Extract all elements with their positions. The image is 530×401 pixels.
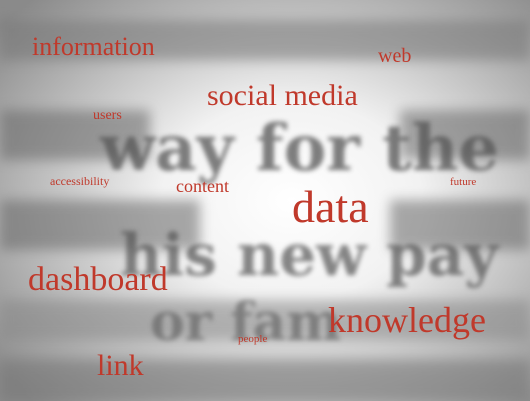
word: future: [450, 176, 476, 188]
word: content: [176, 176, 229, 196]
word: accessibility: [50, 174, 109, 188]
word: knowledge: [328, 300, 486, 340]
word: dashboard: [28, 261, 168, 298]
word: data: [292, 181, 369, 232]
word: people: [238, 333, 267, 345]
word: social media: [207, 79, 358, 112]
zoom-streaks: [0, 20, 530, 401]
word: web: [378, 45, 411, 67]
word: users: [93, 108, 122, 123]
word: information: [32, 32, 155, 61]
background-text: or fam: [150, 292, 341, 353]
background-text: way for the: [99, 111, 499, 186]
background-text: his new pay: [120, 221, 500, 289]
word: link: [97, 349, 144, 382]
